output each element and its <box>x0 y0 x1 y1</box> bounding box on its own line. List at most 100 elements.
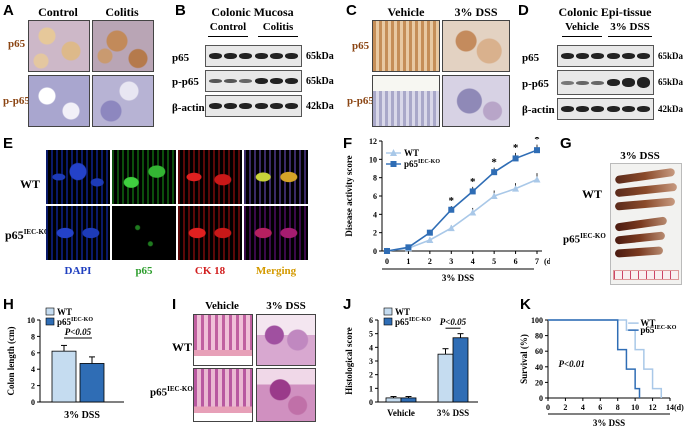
f-star-1: * <box>470 176 476 188</box>
k-x-tick-label-0: 0 <box>546 403 550 412</box>
panel-d-row-1: p65 <box>522 52 540 64</box>
k-y-tick-label-1: 20 <box>535 378 543 387</box>
f-star-3: * <box>513 142 519 154</box>
panel-b-kda-3: 42kDa <box>306 101 334 112</box>
panel-d-letter: D <box>518 2 529 19</box>
panel-c-image-dss-p65 <box>442 20 510 72</box>
f-star-2: * <box>491 157 497 169</box>
panel-i-image-wt-dss <box>256 314 316 366</box>
panel-c-col-dss: 3% DSS <box>454 5 498 19</box>
panel-d-title: Colonic Epi-tissue <box>558 5 652 19</box>
f-x-tick-label-3: 3 <box>449 257 453 266</box>
panel-b-kda-1: 65kDa <box>306 51 334 62</box>
panel-a-row-p65: p65 <box>8 38 26 50</box>
f-point-0-5 <box>490 192 498 199</box>
f-x-tick-label-2: 2 <box>428 257 432 266</box>
j-legend-label-1: p65IEC-KO <box>395 317 431 327</box>
h-legend-label-0: WT <box>57 307 72 317</box>
j-bar-0-1 <box>400 397 417 403</box>
k-series-line-0 <box>548 319 663 398</box>
h-legend-swatch-1 <box>45 317 55 326</box>
panel-a-row-pp65: p-p65 <box>3 95 30 107</box>
f-point-1-7 <box>534 147 540 154</box>
k-y-tick-label-0: 0 <box>539 394 543 403</box>
k-x-unit: (d) <box>674 403 684 412</box>
panel-c-col-vehicle: Vehicle <box>387 5 425 19</box>
panel-a-col-control: Control <box>38 5 78 19</box>
panel-a-image-colitis-pp65 <box>92 75 154 127</box>
panel-b-line1 <box>208 36 248 37</box>
panel-b-row-3: β-actin <box>172 102 205 114</box>
f-y-tick-label-1: 2 <box>373 229 377 238</box>
colon-length-chart: 0 2 4 6 8 10 Colon length (cm) 3% DSS P<0.05 WTp6… <box>6 307 124 421</box>
j-bar-1-0 <box>437 353 454 403</box>
colon-wt-1 <box>614 167 676 185</box>
panel-b-blot-2 <box>205 70 302 92</box>
k-y-tick-label-2: 40 <box>535 363 543 372</box>
panel-e-col-dapi: DAPI <box>64 265 92 277</box>
j-x-label-1: 3% DSS <box>437 408 469 418</box>
panel-d-group2: 3% DSS <box>610 21 650 33</box>
panel-f-letter: F <box>343 135 353 152</box>
k-series-line-1 <box>548 319 641 398</box>
panel-d-group1: Vehicle <box>565 21 599 33</box>
k-x-tick-label-1: 2 <box>563 403 567 412</box>
panel-i-row-ko-text: p65 <box>150 386 168 399</box>
j-y-tick-label-5: 5 <box>369 330 373 339</box>
f-x-label: 3% DSS <box>442 273 474 283</box>
panel-e-col-p65: p65 <box>135 265 153 277</box>
k-legend-label-0: WT <box>640 318 655 328</box>
f-series-line-0 <box>386 178 538 252</box>
j-y-label: Histological score <box>344 327 354 395</box>
panel-c-image-vehicle-p65 <box>372 20 440 72</box>
f-point-1-3 <box>448 206 455 213</box>
panel-g-row-ko: p65IEC-KO <box>563 232 606 246</box>
f-y-tick-label-4: 8 <box>373 174 377 183</box>
panel-d-bands <box>557 45 654 120</box>
panel-g-photo <box>610 163 682 285</box>
panel-a-col-colitis: Colitis <box>105 5 139 19</box>
j-bar-0-0 <box>385 397 402 403</box>
panel-b-blot-1 <box>205 45 302 67</box>
f-y-label: Disease activity score <box>344 155 354 236</box>
panel-b-line2 <box>258 36 298 37</box>
k-x-tick-label-7: 14 <box>666 403 674 412</box>
f-x-tick-label-1: 1 <box>406 257 410 266</box>
h-annotation: P<0.05 <box>65 327 92 337</box>
k-x-tick-label-5: 10 <box>631 403 639 412</box>
f-point-1-0 <box>384 248 390 254</box>
ruler <box>613 270 679 280</box>
panel-b-group1: Control <box>209 21 247 33</box>
panel-g-title: 3% DSS <box>620 150 660 162</box>
panel-e-letter: E <box>3 135 14 152</box>
k-x-tick-label-4: 8 <box>616 403 620 412</box>
j-bar-1-1 <box>452 337 469 403</box>
panel-d-kda-3: 42kDa <box>658 104 684 114</box>
panel-k-letter: K <box>520 296 531 313</box>
panel-b-kda-2: 65kDa <box>306 76 334 87</box>
panel-g-row-ko-sup: IEC-KO <box>580 232 606 240</box>
f-point-1-1 <box>405 244 412 251</box>
survival-chart: 0 20 40 60 80 100 0 2 4 6 8 10 12 14 (d) 3% DSS Survival… <box>519 316 684 428</box>
f-point-1-4 <box>469 188 476 195</box>
f-x-tick-label-0: 0 <box>385 257 389 266</box>
h-y-tick-label-2: 4 <box>31 365 35 374</box>
panel-h-letter: H <box>3 296 14 313</box>
j-y-tick-label-4: 4 <box>369 343 373 352</box>
f-y-tick-label-5: 10 <box>369 155 377 164</box>
panel-i-image-ko-vehicle <box>193 368 253 422</box>
f-point-0-7 <box>533 176 541 183</box>
f-point-1-2 <box>426 229 433 236</box>
panel-e-col-ck18: CK 18 <box>194 265 226 277</box>
panel-e-image-ko-dapi <box>46 206 110 260</box>
j-x-label-0: Vehicle <box>387 408 415 418</box>
k-y-tick-label-5: 100 <box>531 316 543 325</box>
panel-j-letter: J <box>343 296 352 313</box>
panel-i-col-vehicle: Vehicle <box>205 300 239 312</box>
f-point-1-5 <box>491 169 498 176</box>
panel-e-image-wt-p65 <box>112 150 176 204</box>
panel-e-image-ko-ck18 <box>178 206 242 260</box>
j-legend-swatch-0 <box>383 307 393 316</box>
panel-a-image-control-p65 <box>28 20 90 72</box>
